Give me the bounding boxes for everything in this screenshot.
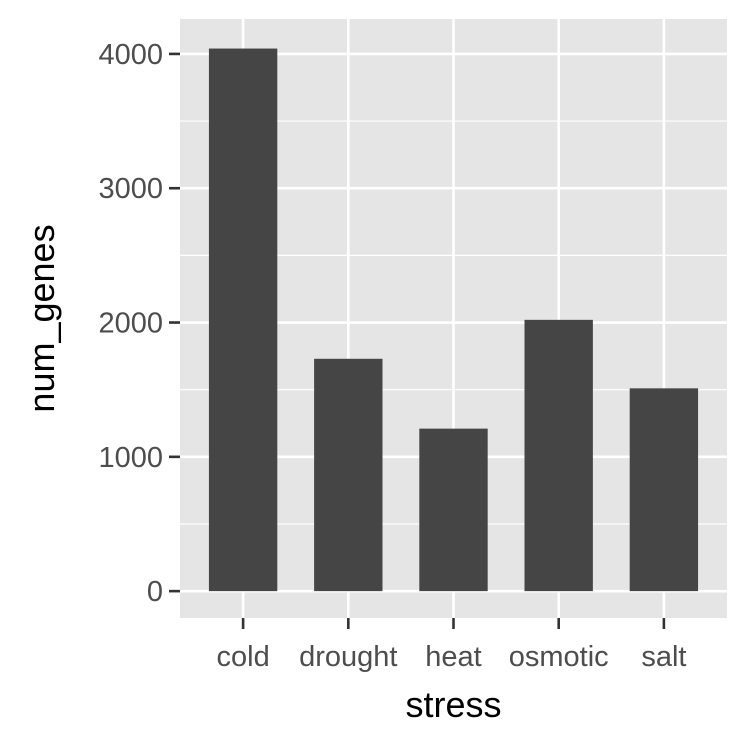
x-axis: cold drought heat osmotic salt	[217, 618, 686, 673]
x-tick-label: cold	[217, 641, 270, 673]
y-tick-label: 0	[147, 576, 163, 608]
y-axis-title: num_genes	[21, 224, 62, 412]
bar-heat	[419, 428, 488, 592]
x-tick-label: heat	[425, 641, 481, 673]
y-tick-label: 2000	[98, 308, 163, 340]
bar-salt	[629, 388, 699, 592]
y-tick-label: 3000	[98, 173, 163, 205]
y-tick-label: 1000	[98, 442, 163, 474]
x-tick-label: osmotic	[509, 641, 609, 673]
x-tick-label: salt	[641, 641, 686, 673]
bar-drought	[314, 358, 383, 592]
bar-osmotic	[524, 319, 593, 592]
bars	[208, 48, 699, 592]
x-axis-title: stress	[405, 684, 501, 725]
y-tick-label: 4000	[98, 39, 163, 71]
x-tick-label: drought	[299, 641, 397, 673]
y-axis: 0 1000 2000 3000 4000	[98, 39, 180, 608]
bar-cold	[208, 48, 278, 592]
